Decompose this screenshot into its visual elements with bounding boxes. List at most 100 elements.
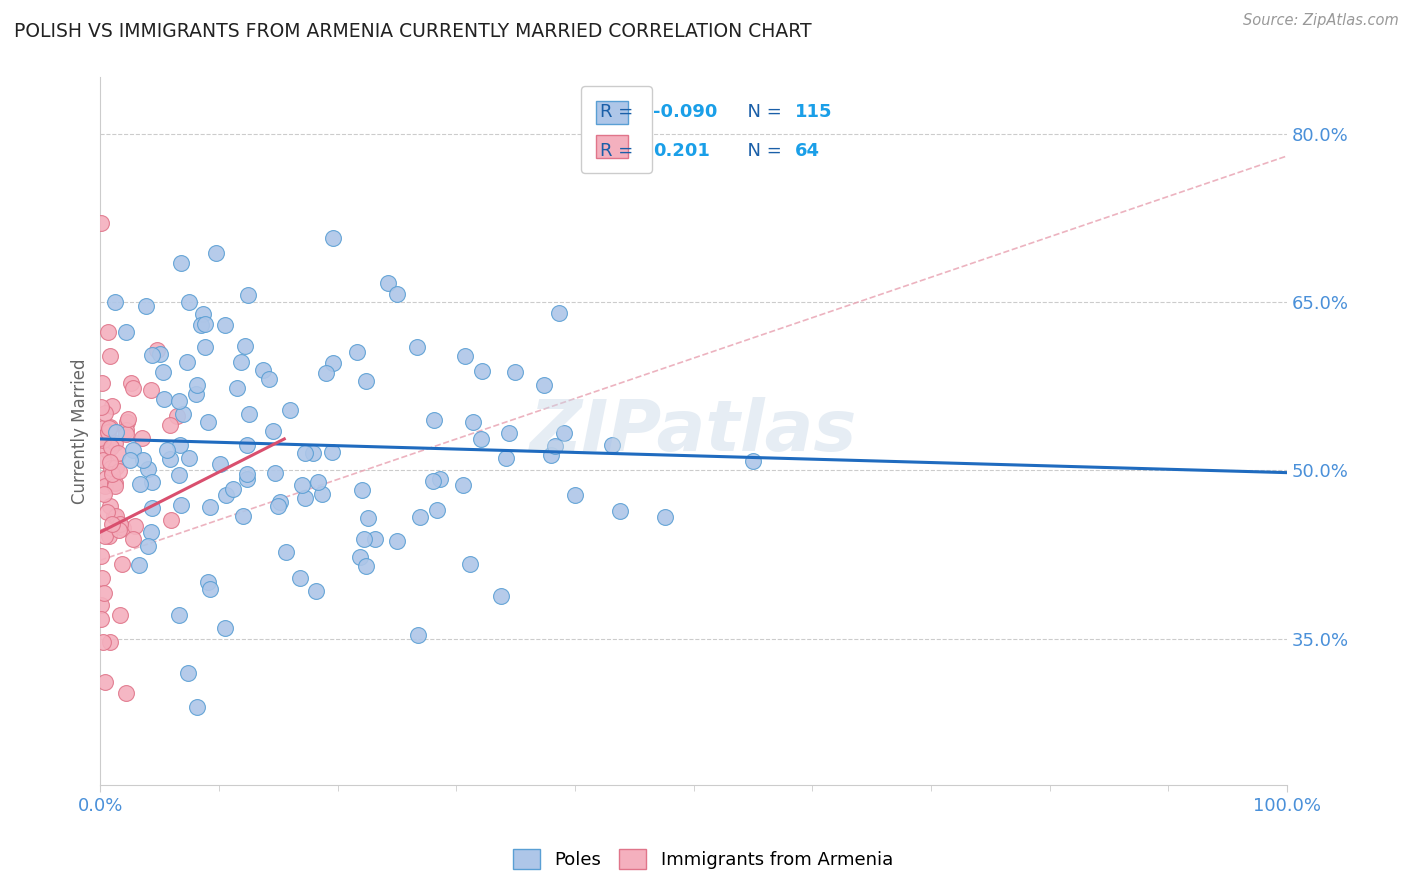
Point (186, 378, 208, 392)
Point (491, 589, 513, 603)
Point (197, 415, 219, 429)
Point (231, 355, 253, 369)
Point (609, 504, 631, 518)
Point (291, 478, 314, 492)
Point (553, 425, 575, 440)
Legend: Poles, Immigrants from Armenia: Poles, Immigrants from Armenia (503, 839, 903, 879)
Point (159, 452, 181, 467)
Point (100, 467, 122, 481)
Text: R =: R = (599, 103, 638, 120)
Point (104, 479, 127, 493)
Point (654, 509, 676, 524)
Point (97, 425, 120, 439)
Point (91, 376, 114, 391)
Point (90, 612, 112, 626)
Point (122, 381, 145, 395)
Point (461, 416, 484, 430)
Point (93, 453, 115, 467)
Point (136, 461, 159, 475)
Point (235, 472, 257, 486)
Point (177, 451, 200, 466)
Point (533, 377, 555, 392)
Point (548, 305, 571, 319)
Point (114, 426, 136, 441)
Point (117, 412, 139, 426)
Text: POLISH VS IMMIGRANTS FROM ARMENIA CURRENTLY MARRIED CORRELATION CHART: POLISH VS IMMIGRANTS FROM ARMENIA CURREN… (14, 22, 811, 41)
Point (564, 488, 586, 502)
Point (408, 628, 430, 642)
Point (135, 299, 157, 313)
Point (128, 476, 150, 491)
Point (93, 487, 115, 501)
Text: 64: 64 (796, 142, 820, 160)
Point (114, 325, 136, 339)
Point (269, 494, 291, 508)
Point (139, 383, 162, 397)
Point (149, 347, 172, 361)
Point (170, 256, 193, 270)
Point (267, 499, 290, 513)
Point (315, 366, 337, 380)
Point (453, 349, 475, 363)
Point (176, 355, 198, 369)
Point (406, 340, 429, 354)
Point (198, 500, 221, 515)
Point (294, 491, 316, 505)
Point (274, 545, 297, 559)
Point (153, 392, 176, 406)
Point (385, 287, 408, 301)
Point (141, 348, 163, 362)
Point (305, 584, 328, 599)
Point (214, 318, 236, 332)
Point (322, 356, 344, 370)
Point (191, 307, 214, 321)
Point (169, 394, 191, 409)
Point (353, 532, 375, 546)
Point (194, 318, 217, 332)
Point (311, 487, 333, 501)
Point (167, 468, 190, 483)
Point (128, 558, 150, 572)
Point (89, 431, 111, 445)
Point (385, 533, 408, 548)
Point (409, 510, 432, 524)
Point (90, 598, 112, 612)
Point (208, 457, 231, 471)
Point (156, 442, 179, 457)
Point (141, 524, 163, 539)
Point (136, 539, 159, 553)
Point (91, 571, 114, 585)
Point (190, 318, 212, 333)
Point (177, 295, 200, 310)
Point (184, 387, 207, 401)
Point (91, 433, 114, 447)
Point (460, 557, 482, 571)
Point (115, 415, 138, 429)
Point (101, 399, 124, 413)
Point (122, 532, 145, 546)
Point (141, 475, 163, 490)
Point (198, 582, 221, 596)
Point (108, 607, 131, 622)
Point (600, 438, 623, 452)
Point (107, 446, 129, 460)
Point (232, 508, 254, 523)
Point (205, 246, 228, 260)
Point (98, 349, 121, 363)
Point (90, 216, 112, 230)
Point (222, 483, 245, 497)
Point (98, 455, 121, 469)
Point (101, 517, 124, 532)
Point (257, 371, 280, 385)
Point (225, 381, 247, 395)
Point (322, 231, 344, 245)
Point (290, 571, 312, 585)
Legend: , : , (581, 87, 651, 172)
Point (94, 478, 117, 492)
Point (111, 557, 134, 571)
Point (357, 511, 380, 525)
Point (278, 402, 301, 417)
Point (90, 400, 112, 414)
Point (97, 529, 120, 543)
Point (93, 674, 115, 689)
